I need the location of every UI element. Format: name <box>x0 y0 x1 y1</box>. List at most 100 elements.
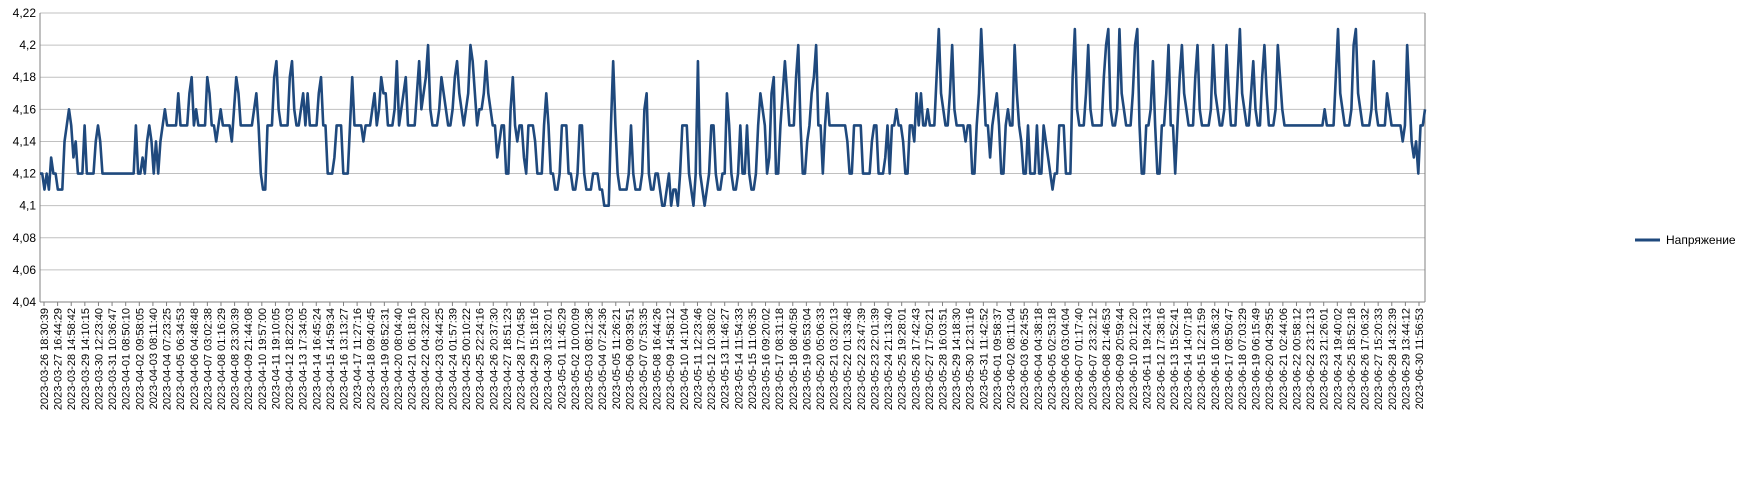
x-tick-label: 2023-03-29 14:10:15 <box>80 308 92 410</box>
x-tick-label: 2023-06-14 14:07:18 <box>1183 308 1195 410</box>
x-tick-label: 2023-05-06 09:39:51 <box>624 308 636 410</box>
x-tick-label: 2023-06-19 06:15:49 <box>1251 308 1263 410</box>
x-tick-label: 2023-06-22 23:12:13 <box>1305 308 1317 410</box>
x-tick-label: 2023-04-06 04:48:48 <box>189 308 201 410</box>
legend: Напряжение <box>1635 233 1736 247</box>
x-tick-label: 2023-05-25 19:28:01 <box>897 308 909 410</box>
x-tick-label: 2023-04-07 03:02:38 <box>202 308 214 410</box>
x-tick-label: 2023-05-09 14:58:12 <box>665 308 677 410</box>
x-tick-label: 2023-04-01 08:50:10 <box>121 308 133 410</box>
x-tick-label: 2023-06-05 02:53:18 <box>1046 308 1058 410</box>
x-tick-label: 2023-05-21 03:20:13 <box>829 308 841 410</box>
plot-axes <box>39 13 1426 303</box>
x-tick-label: 2023-06-23 21:26:01 <box>1319 308 1331 410</box>
x-tick-label: 2023-05-29 14:18:30 <box>951 308 963 410</box>
x-tick-label: 2023-04-28 17:04:58 <box>515 308 527 410</box>
y-tick-label: 4,08 <box>13 231 37 245</box>
x-tick-label: 2023-06-04 04:38:18 <box>1033 308 1045 410</box>
x-tick-label: 2023-04-08 01:16:29 <box>216 308 228 410</box>
x-tick-label: 2023-06-02 08:11:04 <box>1006 308 1018 409</box>
x-tick-label: 2023-06-13 15:52:41 <box>1169 308 1181 410</box>
x-tick-label: 2023-06-21 02:44:06 <box>1278 308 1290 410</box>
x-tick-label: 2023-03-26 18:30:39 <box>39 308 51 410</box>
x-tick-label: 2023-04-10 19:57:00 <box>257 308 269 410</box>
x-tick-label: 2023-05-01 11:45:29 <box>556 308 568 409</box>
x-tick-label: 2023-04-20 08:04:40 <box>393 308 405 410</box>
x-tick-label: 2023-05-27 17:50:21 <box>924 308 936 410</box>
x-tick-label: 2023-06-11 19:24:13 <box>1142 308 1154 409</box>
x-tick-label: 2023-05-05 11:26:21 <box>611 308 623 409</box>
x-tick-label: 2023-06-17 08:50:47 <box>1223 308 1235 410</box>
x-tick-label: 2023-06-25 18:52:18 <box>1346 308 1358 410</box>
x-tick-label: 2023-04-22 04:32:20 <box>420 308 432 410</box>
x-tick-label: 2023-06-07 01:17:40 <box>1074 308 1086 410</box>
x-tick-label: 2023-05-22 23:47:39 <box>856 308 868 410</box>
x-tick-label: 2023-06-10 20:12:20 <box>1128 308 1140 410</box>
x-tick-label: 2023-05-12 10:38:02 <box>706 308 718 410</box>
x-tick-label: 2023-05-16 09:20:02 <box>761 308 773 410</box>
x-tick-label: 2023-05-07 07:53:35 <box>638 308 650 410</box>
series-line-voltage <box>40 27 1427 207</box>
x-tick-label: 2023-03-31 10:36:47 <box>107 308 119 410</box>
x-tick-label: 2023-05-31 11:42:52 <box>978 308 990 409</box>
x-tick-label: 2023-06-22 00:58:12 <box>1291 308 1303 410</box>
x-tick-label: 2023-06-01 09:58:37 <box>992 308 1004 410</box>
x-tick-label: 2023-05-11 12:23:46 <box>692 308 704 409</box>
x-tick-label: 2023-04-03 08:11:40 <box>148 308 160 409</box>
x-tick-label: 2023-05-19 06:53:04 <box>801 308 813 410</box>
x-tick-label: 2023-04-17 11:27:16 <box>352 308 364 409</box>
x-tick-label: 2023-04-27 18:51:23 <box>502 308 514 410</box>
x-tick-label: 2023-04-13 17:34:05 <box>298 308 310 410</box>
x-tick-label: 2023-05-23 22:01:39 <box>869 308 881 410</box>
y-tick-label: 4,06 <box>13 263 37 277</box>
x-tick-label: 2023-04-11 19:10:05 <box>270 308 282 409</box>
x-tick-label: 2023-04-04 07:23:25 <box>162 308 174 410</box>
x-tick-label: 2023-05-14 11:54:33 <box>733 308 745 409</box>
x-tick-label: 2023-04-25 22:24:16 <box>475 308 487 410</box>
x-tick-label: 2023-05-30 12:31:16 <box>965 308 977 410</box>
x-tick-label: 2023-03-30 12:23:40 <box>93 308 105 410</box>
x-tick-label: 2023-04-14 16:45:24 <box>311 308 323 410</box>
x-tick-label: 2023-06-16 10:36:32 <box>1210 308 1222 410</box>
y-tick-label: 4,2 <box>19 38 36 52</box>
x-tick-label: 2023-03-28 14:58:42 <box>66 308 78 410</box>
legend-label-voltage: Напряжение <box>1666 233 1736 247</box>
x-tick-label: 2023-05-15 11:06:35 <box>747 308 759 409</box>
x-tick-label: 2023-04-29 15:18:16 <box>529 308 541 410</box>
x-tick-label: 2023-04-26 20:37:30 <box>488 308 500 410</box>
x-tick-label: 2023-06-28 14:32:39 <box>1387 308 1399 410</box>
x-tick-label: 2023-03-27 16:44:29 <box>53 308 65 410</box>
y-tick-label: 4,16 <box>13 102 37 116</box>
x-tick-label: 2023-06-20 04:29:55 <box>1264 308 1276 410</box>
x-tick-label: 2023-04-18 09:40:45 <box>366 308 378 410</box>
x-tick-label: 2023-06-24 19:40:02 <box>1332 308 1344 410</box>
y-tick-label: 4,12 <box>13 167 37 181</box>
x-tick-label: 2023-06-07 23:32:12 <box>1087 308 1099 410</box>
x-tick-label: 2023-05-03 08:12:36 <box>584 308 596 410</box>
x-tick-label: 2023-05-13 11:46:27 <box>720 308 732 409</box>
y-tick-label: 4,22 <box>13 6 37 20</box>
x-tick-label: 2023-06-26 17:06:32 <box>1360 308 1372 410</box>
x-tick-label: 2023-04-23 03:44:25 <box>434 308 446 410</box>
x-tick-label: 2023-06-03 06:24:55 <box>1019 308 1031 410</box>
x-tick-label: 2023-05-20 05:06:33 <box>815 308 827 410</box>
x-tick-label: 2023-04-30 13:32:01 <box>543 308 555 410</box>
x-tick-label: 2023-05-02 10:00:09 <box>570 308 582 410</box>
y-tick-label: 4,18 <box>13 70 37 84</box>
x-tick-label: 2023-04-16 13:13:27 <box>339 308 351 410</box>
x-tick-label: 2023-06-08 21:46:53 <box>1101 308 1113 410</box>
x-tick-label: 2023-04-15 14:59:34 <box>325 308 337 410</box>
x-tick-label: 2023-05-22 01:33:48 <box>842 308 854 410</box>
x-tick-label: 2023-06-15 12:21:59 <box>1196 308 1208 410</box>
y-axis-tick-labels: 4,04 4,06 4,08 4,1 4,12 4,14 4,16 4,18 4,2 4,22 <box>13 6 37 309</box>
x-tick-label: 2023-06-12 17:38:16 <box>1155 308 1167 410</box>
x-tick-label: 2023-05-10 14:10:04 <box>679 308 691 410</box>
grid-lines <box>40 12 1425 303</box>
x-tick-label: 2023-06-29 13:44:12 <box>1400 308 1412 410</box>
x-tick-label: 2023-06-18 07:03:29 <box>1237 308 1249 410</box>
x-tick-label: 2023-05-18 08:40:58 <box>788 308 800 410</box>
x-tick-label: 2023-06-27 15:20:33 <box>1373 308 1385 410</box>
x-tick-label: 2023-05-17 08:31:18 <box>774 308 786 410</box>
x-tick-label: 2023-05-28 16:03:51 <box>938 308 950 410</box>
